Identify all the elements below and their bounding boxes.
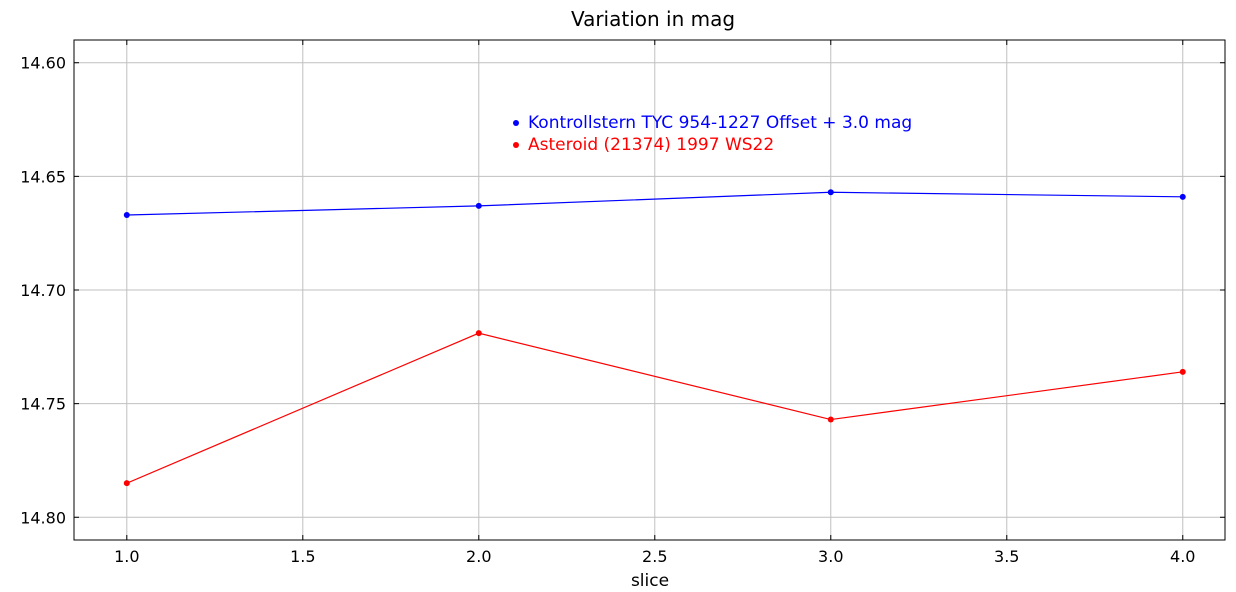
series-2-point: [827, 416, 834, 423]
axis-ticks: 1.0 1.5 2.0 2.5 3.0 3.5 4.0 14.60 14.65 14.70 14.7…: [20, 40, 1225, 566]
legend-marker: [513, 120, 519, 126]
legend-label: Asteroid (21374) 1997 WS22: [528, 135, 774, 155]
series-1-point: [827, 189, 834, 196]
legend: Kontrollstern TYC 954-1227 Offset + 3.0 …: [513, 113, 912, 155]
series-2-point: [475, 330, 482, 337]
series-line-2: [126, 332, 1183, 484]
x-tick-label: 1.5: [290, 547, 315, 566]
y-tick-label: 14.65: [20, 167, 66, 186]
x-tick-label: 3.5: [994, 547, 1019, 566]
y-tick-label: 14.70: [20, 281, 66, 300]
x-tick-label: 4.0: [1170, 547, 1195, 566]
y-tick-label: 14.75: [20, 395, 66, 414]
series-layer: [123, 189, 1186, 487]
series-2-point: [1179, 368, 1186, 375]
series-2-point: [123, 480, 130, 487]
series-1-point: [1179, 193, 1186, 200]
series-line-1: [126, 191, 1183, 216]
series-1-point: [475, 202, 482, 209]
chart-title: Variation in mag: [571, 7, 735, 31]
grid: [74, 40, 1225, 540]
series-1-point: [123, 212, 130, 218]
legend-label: Kontrollstern TYC 954-1227 Offset + 3.0 …: [528, 113, 912, 133]
y-tick-label: 14.60: [20, 54, 66, 73]
plot-area: [73, 39, 1226, 541]
x-axis-label: slice: [631, 571, 669, 591]
x-tick-label: 3.0: [818, 547, 843, 566]
x-tick-label: 1.0: [114, 547, 139, 566]
y-tick-label: 14.80: [20, 508, 66, 527]
x-tick-label: 2.5: [642, 547, 667, 566]
legend-marker: [513, 142, 519, 148]
x-tick-label: 2.0: [466, 547, 491, 566]
